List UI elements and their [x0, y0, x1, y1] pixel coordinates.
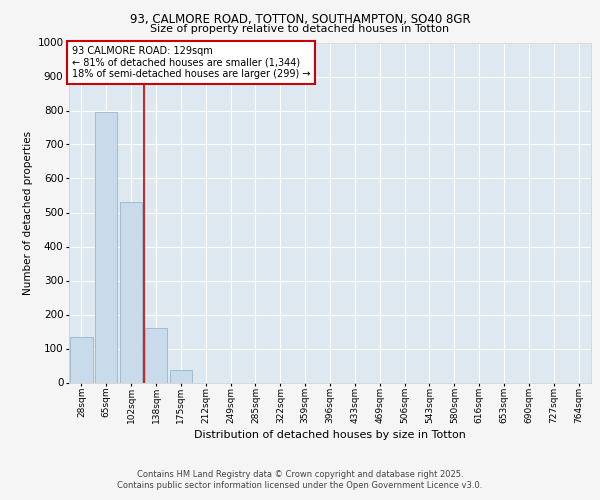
Bar [145, 328, 167, 382]
Bar [120, 202, 142, 382]
Bar [170, 370, 192, 382]
Text: 93, CALMORE ROAD, TOTTON, SOUTHAMPTON, SO40 8GR: 93, CALMORE ROAD, TOTTON, SOUTHAMPTON, S… [130, 12, 470, 26]
X-axis label: Distribution of detached houses by size in Totton: Distribution of detached houses by size … [194, 430, 466, 440]
Text: Size of property relative to detached houses in Totton: Size of property relative to detached ho… [151, 24, 449, 34]
Bar [95, 112, 118, 382]
Y-axis label: Number of detached properties: Number of detached properties [23, 130, 33, 294]
Text: 93 CALMORE ROAD: 129sqm
← 81% of detached houses are smaller (1,344)
18% of semi: 93 CALMORE ROAD: 129sqm ← 81% of detache… [71, 46, 310, 79]
Bar [70, 336, 92, 382]
Text: Contains public sector information licensed under the Open Government Licence v3: Contains public sector information licen… [118, 481, 482, 490]
Text: Contains HM Land Registry data © Crown copyright and database right 2025.: Contains HM Land Registry data © Crown c… [137, 470, 463, 479]
